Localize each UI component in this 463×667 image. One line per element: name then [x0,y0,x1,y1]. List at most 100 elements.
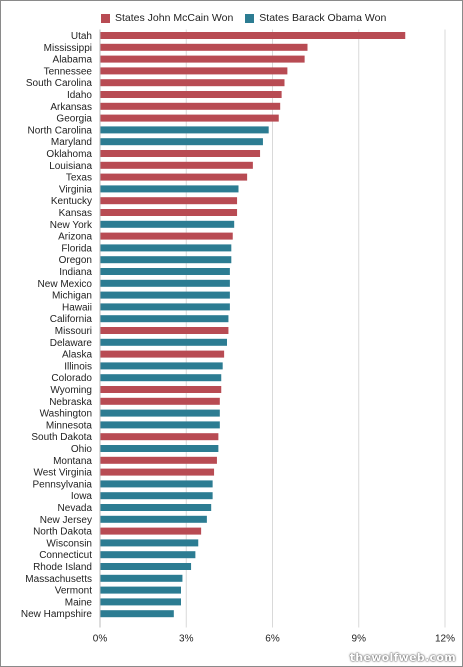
bar [100,504,212,511]
legend: States John McCain Won States Barack Oba… [101,12,398,24]
bar [100,126,269,134]
bar [100,268,230,275]
category-label: Washington [40,409,92,420]
bar [100,279,230,287]
legend-swatch-obama [245,13,255,23]
bar [100,209,238,216]
category-label: Florida [61,243,92,254]
bar [100,43,308,51]
bar [100,114,279,122]
category-label: Wisconsin [46,538,92,549]
category-label: Illinois [64,361,92,372]
category-label: Alaska [62,350,92,361]
bar [100,610,174,618]
category-label: Arizona [58,232,92,243]
category-label: Ohio [71,444,93,455]
category-label: West Virginia [33,468,92,479]
bar [100,468,215,476]
x-tick-label: 9% [352,634,367,645]
bar [100,32,406,39]
bar [100,397,220,405]
category-label: North Dakota [33,527,92,538]
category-label: Nebraska [49,397,92,408]
category-label: Mississippi [44,43,92,54]
bar [100,303,230,311]
bar [100,350,225,358]
category-label: Oregon [59,255,92,266]
category-label: California [50,314,93,325]
bar [100,138,263,146]
category-label: Kentucky [51,196,92,207]
category-label: Massachusetts [25,574,92,585]
bar [100,421,220,429]
bar [100,232,233,240]
legend-label-mccain: States John McCain Won [115,12,234,24]
category-label: Maine [65,597,93,608]
bar [100,67,288,75]
bar [100,91,282,98]
category-label: South Dakota [31,432,92,443]
x-tick-label: 3% [179,634,194,645]
bar [100,433,219,441]
bar [100,563,192,570]
category-label: New Jersey [40,515,92,526]
category-label: Kansas [59,208,92,219]
bar [100,445,219,452]
legend-swatch-mccain [101,13,110,23]
category-label: Minnesota [46,420,93,431]
bar [100,362,223,370]
bar [100,515,207,523]
bar [100,185,239,193]
bar [100,161,253,169]
category-label: Louisiana [49,161,92,172]
category-label: Indiana [59,267,92,278]
bar [100,539,199,547]
category-label: Delaware [50,338,93,349]
category-label: New Mexico [38,279,93,290]
bar [100,527,202,535]
bar [100,574,183,582]
category-label: Arkansas [50,102,92,113]
bar [100,220,235,228]
bar [100,244,232,252]
category-label: Texas [66,173,92,184]
bar [100,173,248,181]
bar [100,291,230,299]
category-label: Vermont [55,586,92,597]
category-label: New Hampshire [21,609,93,620]
category-label: Virginia [59,184,93,195]
bar [100,256,232,264]
category-label: Hawaii [62,302,92,313]
category-label: New York [50,220,93,231]
category-label: Alabama [53,55,93,66]
bar [100,456,217,464]
x-tick-label: 6% [265,634,280,645]
category-label: Maryland [51,137,92,148]
category-label: Missouri [55,326,92,337]
category-label: Rhode Island [33,562,92,573]
category-label: Iowa [71,491,93,502]
bar [100,315,229,323]
category-label: Pennsylvania [33,479,93,490]
x-tick-label: 12% [435,634,455,645]
legend-item-mccain: States John McCain Won [101,12,233,24]
bar [100,338,227,346]
category-label: Oklahoma [46,149,92,160]
watermark: thewolfweb.com [349,651,456,664]
category-label: Colorado [51,373,92,384]
bar [100,409,220,417]
category-label: Utah [71,31,92,42]
bar [100,55,305,63]
category-label: Idaho [67,90,92,101]
bar [100,551,196,559]
bar [100,492,213,500]
category-label: Connecticut [39,550,92,561]
bar [100,598,181,606]
category-label: Nevada [58,503,93,514]
legend-label-obama: States Barack Obama Won [259,12,387,24]
bar [100,150,261,157]
category-label: Georgia [56,114,92,125]
bar [100,586,181,594]
